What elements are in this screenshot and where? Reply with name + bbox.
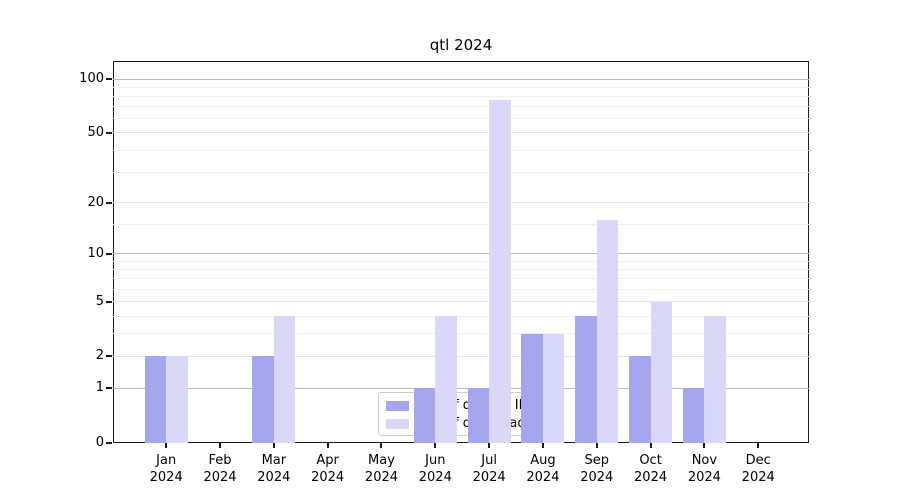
major-gridline [113,78,809,80]
x-tick [595,443,598,448]
y-tick [106,201,112,204]
minor-gridline [113,118,809,120]
bar-distinct-ips-2 [252,356,274,443]
x-tick [434,443,437,448]
bar-downloads-0 [166,356,188,443]
y-tick [106,78,112,80]
x-tick-label: Sep 2024 [580,453,614,485]
legend-item: Nb of distinct IPs [386,397,539,415]
y-tick [106,131,112,134]
minor-gridline [113,333,809,335]
minor-gridline [113,315,809,317]
y-tick-label: 2 [95,348,104,364]
major-gridline [113,253,809,255]
y-tick [106,355,112,358]
minor-gridline [113,223,809,225]
x-tick-label: Mar 2024 [257,453,291,485]
x-tick-label: Apr 2024 [311,453,345,485]
bar-downloads-2 [273,316,296,443]
minor-gridline [113,260,809,262]
bar-distinct-ips-6 [467,388,490,443]
bar-downloads-6 [489,100,511,443]
bar-distinct-ips-8 [575,316,597,443]
x-tick [326,443,329,448]
x-tick-label: Nov 2024 [687,453,721,485]
bar-downloads-5 [435,316,457,443]
y-tick-label: 1 [95,380,104,396]
y-tick-label: 5 [95,293,104,309]
major-gridline [113,387,809,389]
y-tick-label: 0 [95,435,104,450]
minor-gridline [113,149,809,151]
bar-distinct-ips-9 [629,356,651,443]
y-tick-label: 10 [87,245,104,261]
x-tick [165,443,168,448]
x-tick [272,443,275,448]
minor-gridline [113,289,809,291]
x-tick-label: May 2024 [364,453,399,485]
x-tick [488,443,491,448]
legend-swatch-distinct-ips [386,401,409,411]
y-tick-label: 100 [79,71,104,86]
x-tick [219,443,222,448]
minor-gridline [113,171,809,173]
minor-gridline [113,86,809,88]
minor-gridline [113,269,809,271]
y-tick-label: 50 [87,124,104,140]
bar-distinct-ips-10 [682,388,705,443]
x-tick [649,443,652,448]
plot-area [113,61,809,443]
bar-downloads-7 [542,333,565,443]
bar-downloads-8 [596,219,619,443]
y-tick [106,387,112,390]
legend-item: Nb of downloads [386,415,539,433]
bar-distinct-ips-5 [413,388,436,443]
bar-downloads-10 [704,316,726,443]
x-tick [703,443,706,448]
legend-swatch-downloads [386,419,409,429]
y-tick [106,252,112,255]
minor-gridline [113,95,809,97]
gridline [113,355,809,357]
minor-gridline [113,278,809,280]
gridline [113,132,809,134]
x-tick-label: Jul 2024 [472,453,506,485]
y-tick [106,442,112,444]
y-tick-label: 20 [87,194,104,210]
x-tick [757,443,760,448]
x-tick [380,443,383,448]
chart-title: qtl 2024 [429,36,493,54]
bar-distinct-ips-0 [144,356,167,443]
x-tick-label: Jan 2024 [149,453,183,485]
gridline [113,202,809,204]
y-tick [106,300,112,303]
x-tick-label: Aug 2024 [526,453,560,485]
gridline [113,301,809,303]
x-tick [541,443,544,448]
minor-gridline [113,106,809,108]
bar-distinct-ips-7 [521,333,543,443]
x-tick-label: Oct 2024 [634,453,668,485]
x-tick-label: Feb 2024 [203,453,237,485]
bar-downloads-9 [650,301,673,443]
x-tick-label: Jun 2024 [418,453,452,485]
x-tick-label: Dec 2024 [741,453,775,485]
